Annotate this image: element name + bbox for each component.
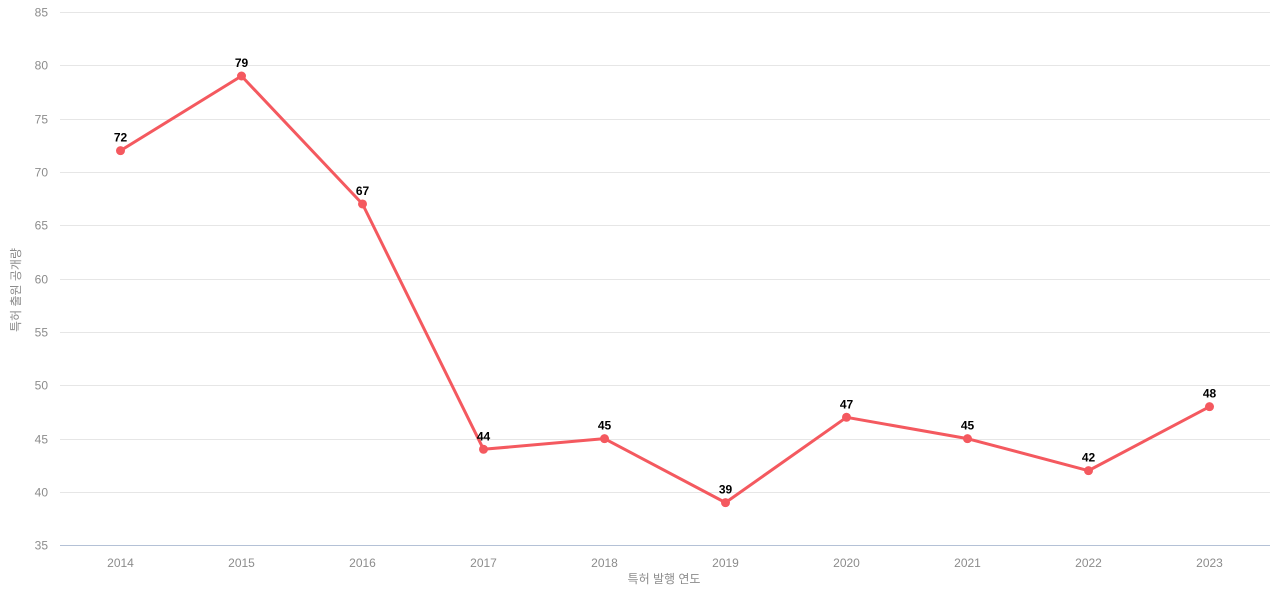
y-tick-label: 65 — [35, 219, 49, 233]
x-tick-label: 2019 — [712, 556, 739, 570]
data-point-marker — [721, 498, 730, 508]
y-tick-label: 55 — [35, 326, 49, 340]
data-point-marker — [237, 71, 246, 81]
x-tick-label: 2018 — [591, 556, 618, 570]
x-tick-label: 2014 — [107, 556, 134, 570]
x-tick-label: 2015 — [228, 556, 255, 570]
series-layer — [116, 71, 1214, 508]
x-tick-label: 2017 — [470, 556, 497, 570]
y-tick-label: 45 — [35, 433, 49, 447]
data-point-label: 42 — [1082, 451, 1096, 465]
data-point-label: 79 — [235, 56, 249, 70]
y-tick-label: 40 — [35, 486, 49, 500]
data-point-marker — [842, 412, 851, 422]
data-point-label: 72 — [114, 131, 128, 145]
data-point-label: 44 — [477, 429, 491, 443]
data-point-marker — [600, 434, 609, 444]
series-line — [119, 74, 1211, 505]
x-tick-label: 2021 — [954, 556, 981, 570]
x-tick-label: 2020 — [833, 556, 860, 570]
y-tick-label: 85 — [35, 6, 49, 20]
data-point-marker — [963, 434, 972, 444]
y-tick-label: 60 — [35, 273, 49, 287]
data-point-label: 67 — [356, 184, 370, 198]
data-point-label: 45 — [961, 419, 975, 433]
x-axis-title: 특허 발행 연도 — [628, 571, 701, 586]
y-tick-label: 80 — [35, 59, 49, 73]
y-tick-label: 70 — [35, 166, 49, 180]
x-tick-label: 2016 — [349, 556, 376, 570]
data-point-marker — [479, 444, 488, 454]
data-label-layer: 72 79 67 44 45 39 47 45 42 48 — [114, 56, 1217, 497]
data-point-marker — [116, 146, 125, 156]
y-tick-label: 75 — [35, 113, 49, 127]
y-tick-label: 50 — [35, 379, 49, 393]
data-point-label: 47 — [840, 397, 854, 411]
y-tick-label: 35 — [35, 539, 49, 553]
data-point-label: 48 — [1203, 387, 1217, 401]
data-point-label: 45 — [598, 419, 612, 433]
x-axis-tick-labels: 2014 2015 2016 2017 2018 2019 2020 2021 2022 2023 — [107, 556, 1223, 570]
y-axis-title: 특허 출원 공개량 — [9, 248, 23, 332]
data-point-label: 39 — [719, 483, 733, 497]
data-point-marker — [1205, 402, 1214, 412]
gridline-layer — [60, 12, 1270, 546]
x-tick-label: 2023 — [1196, 556, 1223, 570]
y-axis-tick-labels: 35 40 45 50 55 60 65 70 75 80 85 — [35, 6, 49, 553]
x-tick-label: 2022 — [1075, 556, 1102, 570]
data-point-marker — [1084, 466, 1093, 476]
data-point-marker — [358, 199, 367, 209]
